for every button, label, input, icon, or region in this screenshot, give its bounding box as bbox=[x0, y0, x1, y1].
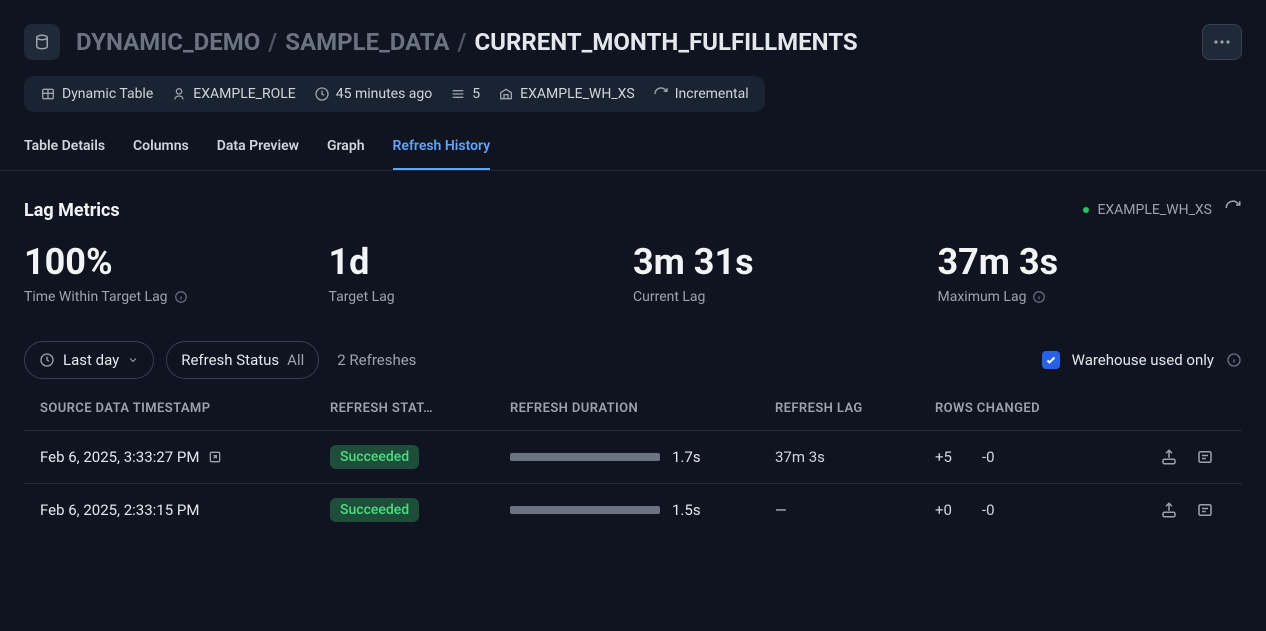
cell-actions bbox=[1135, 448, 1226, 466]
table-row[interactable]: Feb 6, 2025, 2:33:15 PMSucceeded 1.5s—+0-… bbox=[24, 483, 1242, 536]
table-icon bbox=[40, 86, 56, 102]
info-icon[interactable] bbox=[1226, 352, 1242, 368]
meta-time: 45 minutes ago bbox=[314, 86, 433, 102]
cell-status: Succeeded bbox=[330, 498, 510, 522]
refresh-button[interactable] bbox=[1224, 199, 1242, 221]
breadcrumb-sep: / bbox=[458, 28, 467, 56]
warehouse-status: EXAMPLE_WH_XS bbox=[1083, 202, 1212, 218]
breadcrumb: DYNAMIC_DEMO / SAMPLE_DATA / CURRENT_MON… bbox=[76, 28, 1186, 56]
duration-bar bbox=[510, 453, 660, 461]
metric-time-within-lag: 100% Time Within Target Lag bbox=[24, 241, 329, 305]
upload-icon[interactable] bbox=[1160, 448, 1178, 466]
col-rows-changed: ROWS CHANGED bbox=[935, 401, 1135, 416]
breadcrumb-sep: / bbox=[268, 28, 277, 56]
status-filter[interactable]: Refresh Status All bbox=[166, 341, 319, 379]
status-dot-icon bbox=[1083, 207, 1089, 213]
time-range-filter[interactable]: Last day bbox=[24, 341, 154, 379]
col-source-timestamp: SOURCE DATA TIMESTAMP bbox=[40, 401, 330, 416]
status-badge: Succeeded bbox=[330, 445, 419, 469]
col-refresh-status: REFRESH STAT… bbox=[330, 401, 510, 416]
warehouse-icon bbox=[498, 86, 514, 102]
meta-refresh-mode: Incremental bbox=[653, 86, 749, 102]
clock-icon bbox=[314, 86, 330, 102]
duration-bar bbox=[510, 506, 660, 514]
ellipsis-icon bbox=[1213, 40, 1231, 44]
cell-timestamp: Feb 6, 2025, 2:33:15 PM bbox=[40, 501, 330, 519]
open-icon[interactable] bbox=[207, 449, 223, 465]
lag-metrics-title: Lag Metrics bbox=[24, 200, 1083, 221]
user-icon bbox=[171, 86, 187, 102]
info-icon[interactable] bbox=[1032, 290, 1046, 304]
metric-target-lag: 1d Target Lag bbox=[329, 241, 634, 305]
breadcrumb-table: CURRENT_MONTH_FULFILLMENTS bbox=[474, 28, 857, 56]
check-icon bbox=[1045, 354, 1057, 366]
cell-lag: — bbox=[775, 501, 935, 519]
metric-current-lag: 3m 31s Current Lag bbox=[633, 241, 938, 305]
warehouse-only-checkbox[interactable] bbox=[1042, 351, 1060, 369]
refresh-icon bbox=[1224, 199, 1242, 217]
upload-icon[interactable] bbox=[1160, 501, 1178, 519]
more-menu-button[interactable] bbox=[1202, 24, 1242, 60]
meta-role: EXAMPLE_ROLE bbox=[171, 86, 296, 102]
meta-warehouse: EXAMPLE_WH_XS bbox=[498, 86, 635, 102]
metric-max-lag: 37m 3s Maximum Lag bbox=[938, 241, 1243, 305]
table-header: SOURCE DATA TIMESTAMP REFRESH STAT… REFR… bbox=[24, 401, 1242, 430]
tabs: Table Details Columns Data Preview Graph… bbox=[0, 132, 1266, 171]
cell-lag: 37m 3s bbox=[775, 448, 935, 466]
cell-actions bbox=[1135, 501, 1226, 519]
col-refresh-lag: REFRESH LAG bbox=[775, 401, 935, 416]
list-icon bbox=[450, 86, 466, 102]
database-icon bbox=[24, 24, 60, 60]
tab-preview[interactable]: Data Preview bbox=[217, 132, 299, 170]
chevron-down-icon bbox=[127, 354, 139, 366]
info-icon[interactable] bbox=[174, 290, 188, 304]
query-icon[interactable] bbox=[1196, 448, 1214, 466]
query-icon[interactable] bbox=[1196, 501, 1214, 519]
tab-graph[interactable]: Graph bbox=[327, 132, 365, 170]
meta-count: 5 bbox=[450, 86, 480, 102]
cell-rows-changed: +0-0 bbox=[935, 501, 1135, 519]
cell-status: Succeeded bbox=[330, 445, 510, 469]
tab-history[interactable]: Refresh History bbox=[393, 132, 491, 170]
refresh-icon bbox=[653, 86, 669, 102]
cell-rows-changed: +5-0 bbox=[935, 448, 1135, 466]
cell-timestamp: Feb 6, 2025, 3:33:27 PM bbox=[40, 448, 330, 466]
breadcrumb-schema[interactable]: SAMPLE_DATA bbox=[285, 28, 449, 56]
tab-details[interactable]: Table Details bbox=[24, 132, 105, 170]
col-refresh-duration: REFRESH DURATION bbox=[510, 401, 775, 416]
meta-type: Dynamic Table bbox=[40, 86, 153, 102]
status-badge: Succeeded bbox=[330, 498, 419, 522]
warehouse-only-label: Warehouse used only bbox=[1072, 351, 1214, 369]
tab-columns[interactable]: Columns bbox=[133, 132, 189, 170]
cell-duration: 1.5s bbox=[510, 501, 775, 519]
table-row[interactable]: Feb 6, 2025, 3:33:27 PMSucceeded 1.7s37m … bbox=[24, 430, 1242, 483]
refresh-count: 2 Refreshes bbox=[337, 351, 416, 369]
cell-duration: 1.7s bbox=[510, 448, 775, 466]
meta-bar: Dynamic Table EXAMPLE_ROLE 45 minutes ag… bbox=[24, 76, 765, 112]
clock-icon bbox=[39, 352, 55, 368]
breadcrumb-db[interactable]: DYNAMIC_DEMO bbox=[76, 28, 260, 56]
